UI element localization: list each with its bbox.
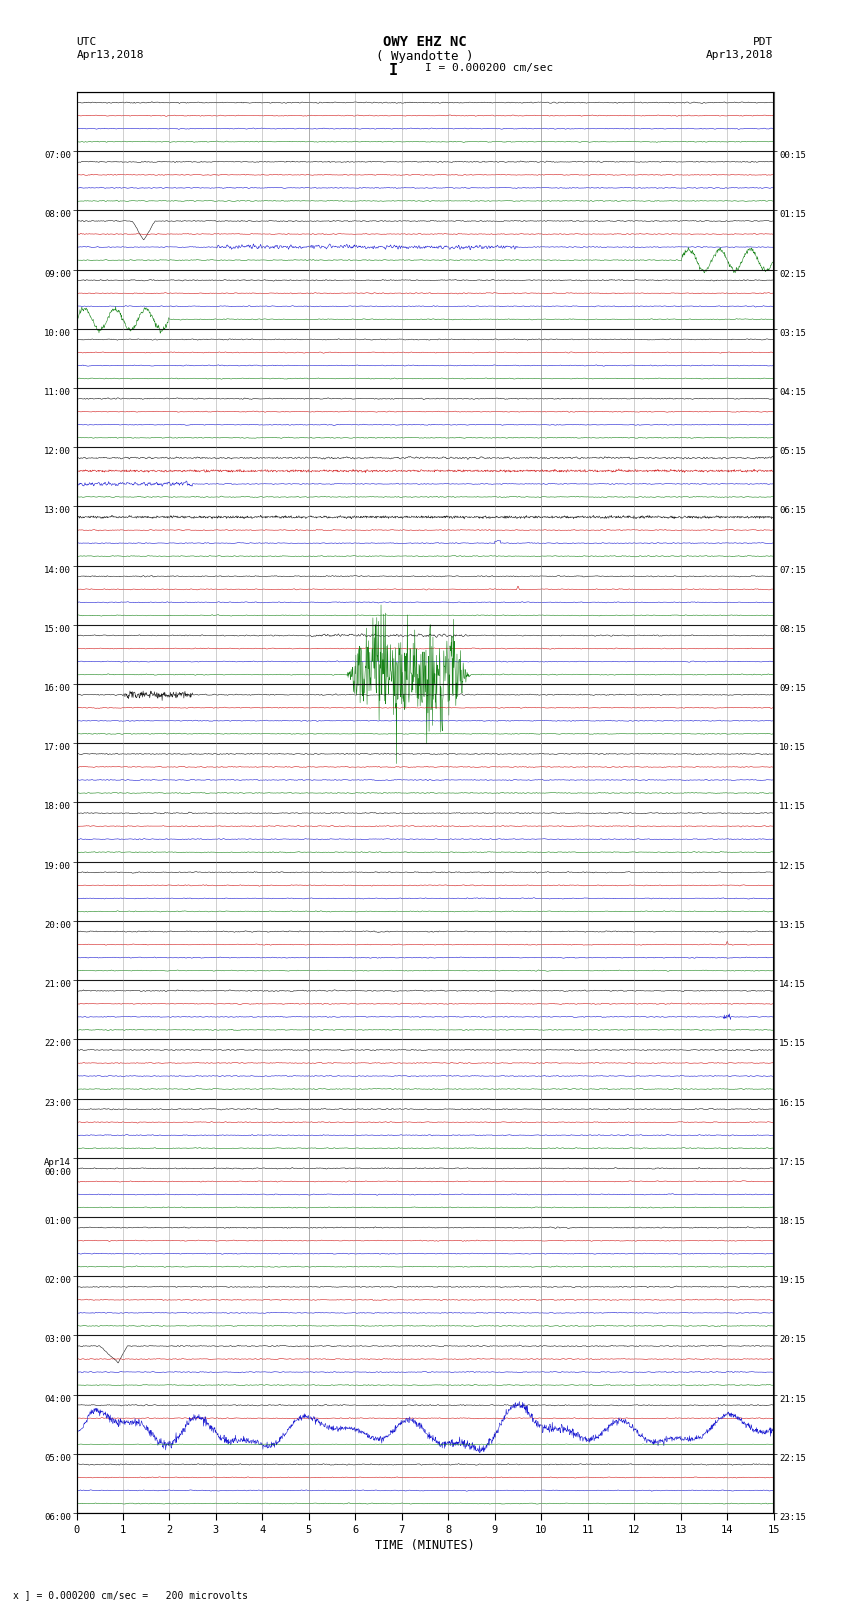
Text: PDT: PDT (753, 37, 774, 47)
Text: Apr13,2018: Apr13,2018 (706, 50, 774, 60)
Text: I: I (389, 63, 398, 77)
Text: ( Wyandotte ): ( Wyandotte ) (377, 50, 473, 63)
Text: x ] = 0.000200 cm/sec =   200 microvolts: x ] = 0.000200 cm/sec = 200 microvolts (13, 1590, 247, 1600)
Text: Apr13,2018: Apr13,2018 (76, 50, 144, 60)
X-axis label: TIME (MINUTES): TIME (MINUTES) (375, 1539, 475, 1552)
Text: UTC: UTC (76, 37, 97, 47)
Text: OWY EHZ NC: OWY EHZ NC (383, 35, 467, 50)
Text: I = 0.000200 cm/sec: I = 0.000200 cm/sec (425, 63, 553, 73)
